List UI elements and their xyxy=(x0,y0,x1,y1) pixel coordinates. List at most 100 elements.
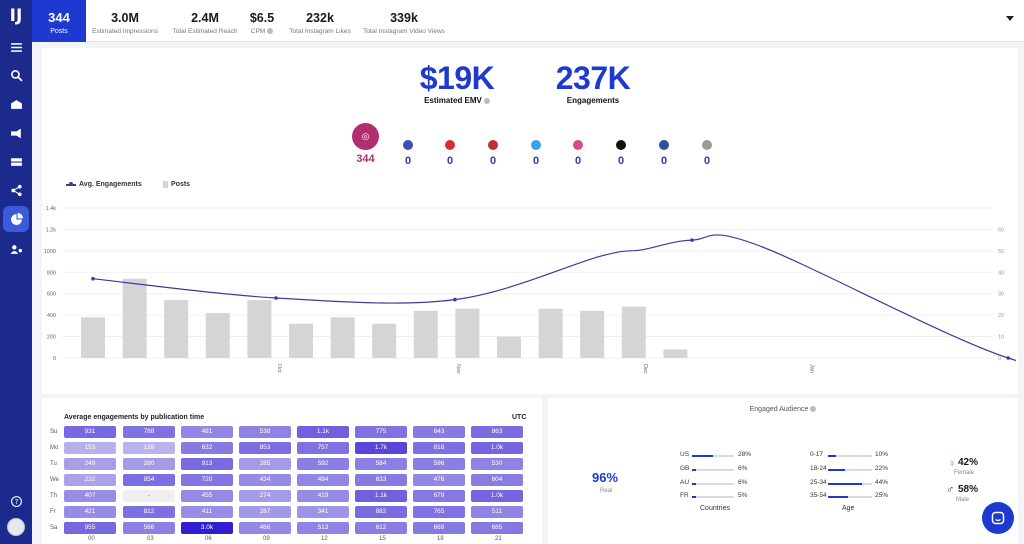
app-logo[interactable]: IJ xyxy=(9,6,23,26)
heatmap-cell[interactable]: 1.0k xyxy=(471,442,523,454)
users-settings-icon[interactable] xyxy=(6,239,26,259)
heatmap-cell[interactable]: 720 xyxy=(181,474,233,486)
heatmap-cell[interactable]: 466 xyxy=(239,522,291,534)
heatmap-cell[interactable]: 341 xyxy=(297,506,349,518)
network-other-network[interactable]: 0 xyxy=(701,140,713,167)
heatmap-cell[interactable]: 1.1k xyxy=(297,426,349,438)
network-youtube[interactable]: 0 xyxy=(444,140,456,167)
stat-value: 339k xyxy=(390,11,418,25)
network-tiktok[interactable]: 0 xyxy=(615,140,627,167)
stat-impressions[interactable]: 3.0M Estimated Impressions xyxy=(90,0,160,42)
heatmap-cell[interactable]: 854 xyxy=(123,474,175,486)
ages-row-label: 0-17 xyxy=(810,451,824,458)
network-twitch[interactable]: 0 xyxy=(402,140,414,167)
heatmap-cell[interactable]: 153 xyxy=(64,442,116,454)
heatmap-cell[interactable]: 882 xyxy=(355,506,407,518)
network-pinterest[interactable]: 0 xyxy=(487,140,499,167)
heatmap-cell[interactable]: 679 xyxy=(413,490,465,502)
heatmap-cell[interactable]: 913 xyxy=(181,458,233,470)
heatmap-cell[interactable]: 274 xyxy=(239,490,291,502)
heatmap-cell[interactable]: 775 xyxy=(355,426,407,438)
other-network-icon xyxy=(702,140,712,150)
info-icon[interactable] xyxy=(483,97,490,104)
heatmap-cell[interactable]: 476 xyxy=(413,474,465,486)
heatmap-cell[interactable]: 285 xyxy=(239,458,291,470)
x-tick-label: Nov xyxy=(455,364,461,374)
inbox-icon[interactable] xyxy=(6,94,26,114)
heatmap-cell[interactable]: 232 xyxy=(64,474,116,486)
stat-posts[interactable]: 344 Posts xyxy=(32,0,86,42)
heatmap-cell[interactable]: 757 xyxy=(297,442,349,454)
heatmap-cell[interactable]: 494 xyxy=(297,474,349,486)
heatmap-cell[interactable]: 765 xyxy=(413,506,465,518)
chat-button[interactable] xyxy=(982,502,1014,534)
network-facebook[interactable]: 0 xyxy=(658,140,670,167)
heatmap-cell[interactable]: 538 xyxy=(239,426,291,438)
help-icon[interactable]: ? xyxy=(6,491,26,511)
heatmap-cell[interactable]: 3.0k xyxy=(181,522,233,534)
stat-cpm[interactable]: $6.5 CPM xyxy=(244,0,280,42)
heatmap-cell[interactable]: - xyxy=(123,490,175,502)
heatmap-cell[interactable]: 1.7k xyxy=(355,442,407,454)
heatmap-cell[interactable]: 643 xyxy=(413,426,465,438)
stat-reach[interactable]: 2.4M Total Estimated Reach xyxy=(170,0,240,42)
heatmap-cell[interactable]: 419 xyxy=(297,490,349,502)
ages-row-pct: 25% xyxy=(875,492,889,499)
pinterest-icon xyxy=(488,140,498,150)
heatmap-cell[interactable]: 455 xyxy=(181,490,233,502)
stat-video-views[interactable]: 339k Total Instagram Video Views xyxy=(360,0,448,42)
posts-bar xyxy=(580,310,605,358)
heatmap-cell[interactable]: 863 xyxy=(471,426,523,438)
heatmap-cell[interactable]: 584 xyxy=(355,458,407,470)
sidebar: IJ ? xyxy=(0,0,32,544)
heatmap-cell[interactable]: 139 xyxy=(123,442,175,454)
megaphone-icon[interactable] xyxy=(6,123,26,143)
heatmap-cell[interactable]: 481 xyxy=(181,426,233,438)
analytics-icon[interactable] xyxy=(3,206,29,232)
share-icon[interactable] xyxy=(6,180,26,200)
avg-engagements-point xyxy=(1006,356,1010,360)
heatmap-cell[interactable]: 592 xyxy=(297,458,349,470)
heatmap-cell[interactable]: 669 xyxy=(413,522,465,534)
stat-likes[interactable]: 232k Total Instagram Likes xyxy=(284,0,356,42)
user-avatar[interactable] xyxy=(7,518,25,536)
heatmap-cell[interactable]: 421 xyxy=(64,506,116,518)
posts-bar xyxy=(330,317,355,358)
heatmap-cell[interactable]: 955 xyxy=(64,522,116,534)
heatmap-cell[interactable]: 530 xyxy=(471,458,523,470)
heatmap-cell[interactable]: 280 xyxy=(123,458,175,470)
heatmap-cell[interactable]: 818 xyxy=(413,442,465,454)
heatmap-cell[interactable]: 633 xyxy=(355,474,407,486)
stat-label: Estimated Impressions xyxy=(92,28,158,35)
legend-posts[interactable]: Posts xyxy=(163,181,190,188)
heatmap-cell[interactable]: 788 xyxy=(123,426,175,438)
info-icon[interactable] xyxy=(810,406,817,413)
heatmap-cell[interactable]: 685 xyxy=(471,522,523,534)
info-icon[interactable] xyxy=(267,28,274,35)
heatmap-cell[interactable]: 812 xyxy=(123,506,175,518)
heatmap-cell[interactable]: 853 xyxy=(239,442,291,454)
chevron-down-icon[interactable] xyxy=(1006,16,1014,21)
heatmap-cell[interactable]: 566 xyxy=(123,522,175,534)
heatmap-cell[interactable]: 604 xyxy=(471,474,523,486)
cards-icon[interactable] xyxy=(6,151,26,171)
search-icon[interactable] xyxy=(6,65,26,85)
heatmap-cell[interactable]: 931 xyxy=(64,426,116,438)
heatmap-cell[interactable]: 407 xyxy=(64,490,116,502)
heatmap-cell[interactable]: 632 xyxy=(181,442,233,454)
heatmap-cell[interactable]: 411 xyxy=(181,506,233,518)
heatmap-cell[interactable]: 511 xyxy=(471,506,523,518)
heatmap-cell[interactable]: 513 xyxy=(297,522,349,534)
heatmap-cell[interactable]: 612 xyxy=(355,522,407,534)
heatmap-cell[interactable]: 249 xyxy=(64,458,116,470)
legend-avg-engagements[interactable]: Avg. Engagements xyxy=(66,181,142,188)
heatmap-cell[interactable]: 1.0k xyxy=(471,490,523,502)
network-twitter[interactable]: 0 xyxy=(530,140,542,167)
list-icon[interactable] xyxy=(6,37,26,57)
heatmap-cell[interactable]: 596 xyxy=(413,458,465,470)
heatmap-cell[interactable]: 1.1k xyxy=(355,490,407,502)
heatmap-cell[interactable]: 287 xyxy=(239,506,291,518)
heatmap-cell[interactable]: 434 xyxy=(239,474,291,486)
network-instagram-alt[interactable]: 0 xyxy=(572,140,584,167)
instagram-icon[interactable]: ◎ xyxy=(352,123,379,150)
